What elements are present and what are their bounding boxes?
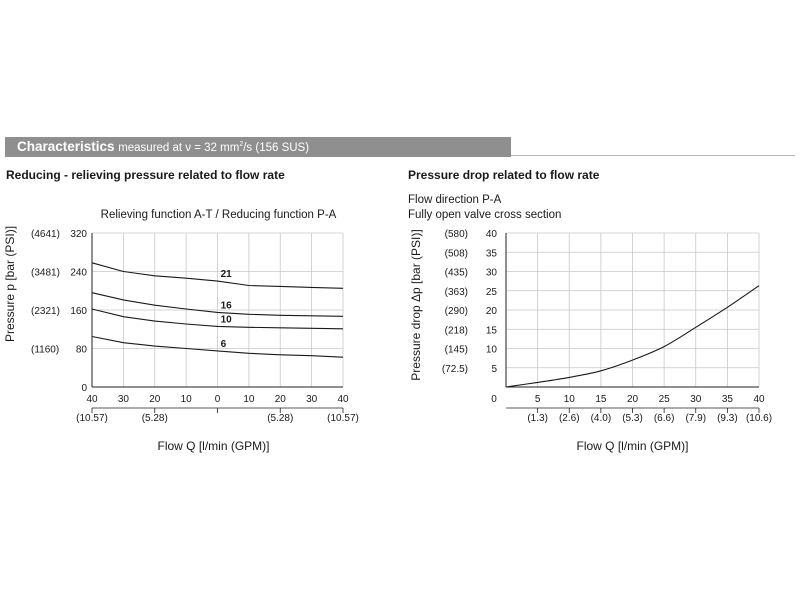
characteristics-header-title: Characteristics measured at ν = 32 mm2/s… (17, 139, 309, 154)
right-y-tick-label: 5 (491, 364, 497, 375)
left-x-tick-label: 30 (306, 394, 318, 405)
header-rule (511, 155, 795, 156)
right-y-secondary-tick-label: (508) (445, 248, 468, 259)
right-x-axis-label: Flow Q [l/min (GPM)] (576, 439, 688, 453)
right-series-line (505, 285, 760, 388)
left-y-tick-label: 0 (81, 383, 87, 394)
left-y-tick-label: 160 (70, 306, 87, 317)
right-x-secondary-tick-label: (7.9) (685, 413, 706, 424)
right-y-tick-label: 15 (486, 325, 498, 336)
left-x-tick-label: 40 (86, 394, 98, 405)
left-y-tick-label: 240 (70, 268, 87, 279)
right-y-tick-label: 40 (486, 229, 498, 240)
left-x-tick-label: 40 (337, 394, 349, 405)
right-y-tick-label: 20 (486, 306, 498, 317)
right-x-tick-label: 25 (659, 394, 671, 405)
left-y-axis-label: Pressure p [bar (PSI)] (3, 226, 17, 342)
right-chart-heading: Pressure drop related to flow rate (408, 168, 600, 182)
right-x-tick-label: 5 (535, 394, 541, 405)
right-x-tick-label: 40 (753, 394, 765, 405)
right-x-secondary-tick-label: (9.3) (717, 413, 738, 424)
right-x-tick-label: 15 (595, 394, 607, 405)
header-subtitle-sup: 2 (239, 141, 244, 149)
left-chart-title: Relieving function A-T / Reducing functi… (101, 209, 337, 221)
right-y-tick-label: 35 (486, 248, 498, 259)
left-x-tick-label: 10 (243, 394, 255, 405)
left-x-secondary-tick-label: (5.28) (267, 413, 293, 424)
right-y-secondary-tick-label: (145) (445, 345, 468, 356)
left-y-secondary-tick-label: (4641) (31, 229, 60, 240)
header-title: Characteristics (17, 139, 115, 154)
right-y-secondary-tick-label: (72.5) (442, 364, 468, 375)
right-y-secondary-tick-label: (580) (445, 229, 468, 240)
right-x-secondary-tick-label: (10.6) (746, 413, 772, 424)
right-x-secondary-tick-label: (5.3) (622, 413, 643, 424)
right-y-secondary-tick-label: (290) (445, 306, 468, 317)
header-subtitle-post: /s (156 SUS) (243, 142, 310, 154)
left-y-secondary-tick-label: (1160) (31, 345, 59, 356)
right-y-secondary-tick-label: (435) (445, 268, 468, 279)
right-x-tick-label: 20 (627, 394, 639, 405)
right-x-tick-label: 30 (690, 394, 702, 405)
left-x-axis-label: Flow Q [l/min (GPM)] (157, 439, 269, 453)
right-y-axis-label: Pressure drop Δp [bar (PSI)] (409, 229, 423, 380)
left-x-tick-label: 10 (181, 394, 193, 405)
left-x-secondary-tick-label: (10.57) (76, 413, 108, 424)
left-y-secondary-tick-label: (3481) (31, 268, 60, 279)
left-series-label-16: 16 (221, 300, 233, 311)
header-subtitle: measured at ν = 32 mm2/s (156 SUS) (118, 141, 310, 154)
right-x-secondary-tick-label: (6.6) (654, 413, 675, 424)
left-y-tick-label: 80 (76, 345, 88, 356)
right-y-secondary-tick-label: (363) (445, 287, 468, 298)
right-chart: Flow direction P-A Fully open valve cross… (408, 194, 772, 453)
left-series-line-10 (91, 308, 344, 330)
right-x-secondary-tick-label: (4.0) (591, 413, 612, 424)
left-y-secondary-tick-label: (2321) (31, 306, 60, 317)
left-y-tick-label: 320 (70, 229, 87, 240)
right-chart-subtitle: Fully open valve cross section (408, 209, 561, 221)
right-x-tick-label: 0 (491, 394, 497, 405)
right-x-tick-label: 10 (564, 394, 576, 405)
left-chart-heading: Reducing - relieving pressure related to… (6, 168, 285, 182)
right-x-tick-label: 35 (722, 394, 734, 405)
left-series-label-6: 6 (221, 339, 227, 350)
left-x-secondary-tick-label: (5.28) (142, 413, 168, 424)
left-chart: Relieving function A-T / Reducing functi… (3, 209, 359, 453)
left-x-secondary-tick-label: (10.57) (327, 413, 359, 424)
left-series-label-21: 21 (221, 269, 233, 280)
header-subtitle-pre: measured at ν = 32 mm (118, 142, 240, 154)
right-chart-title: Flow direction P-A (408, 194, 502, 206)
left-series-line-21 (91, 262, 344, 289)
right-x-secondary-tick-label: (2.6) (559, 413, 580, 424)
left-x-tick-label: 20 (275, 394, 287, 405)
right-y-tick-label: 10 (486, 345, 498, 356)
left-x-tick-label: 20 (149, 394, 161, 405)
left-series-line-16 (91, 292, 344, 317)
left-series-label-10: 10 (221, 314, 233, 325)
left-x-tick-label: 30 (118, 394, 130, 405)
left-series-line-6 (91, 335, 344, 358)
right-y-tick-label: 25 (486, 287, 498, 298)
characteristics-header-bar: Characteristics measured at ν = 32 mm2/s… (5, 137, 511, 157)
right-x-secondary-tick-label: (1.3) (527, 413, 548, 424)
right-y-secondary-tick-label: (218) (445, 325, 468, 336)
left-x-tick-label: 0 (215, 394, 221, 405)
right-y-tick-label: 30 (486, 268, 498, 279)
